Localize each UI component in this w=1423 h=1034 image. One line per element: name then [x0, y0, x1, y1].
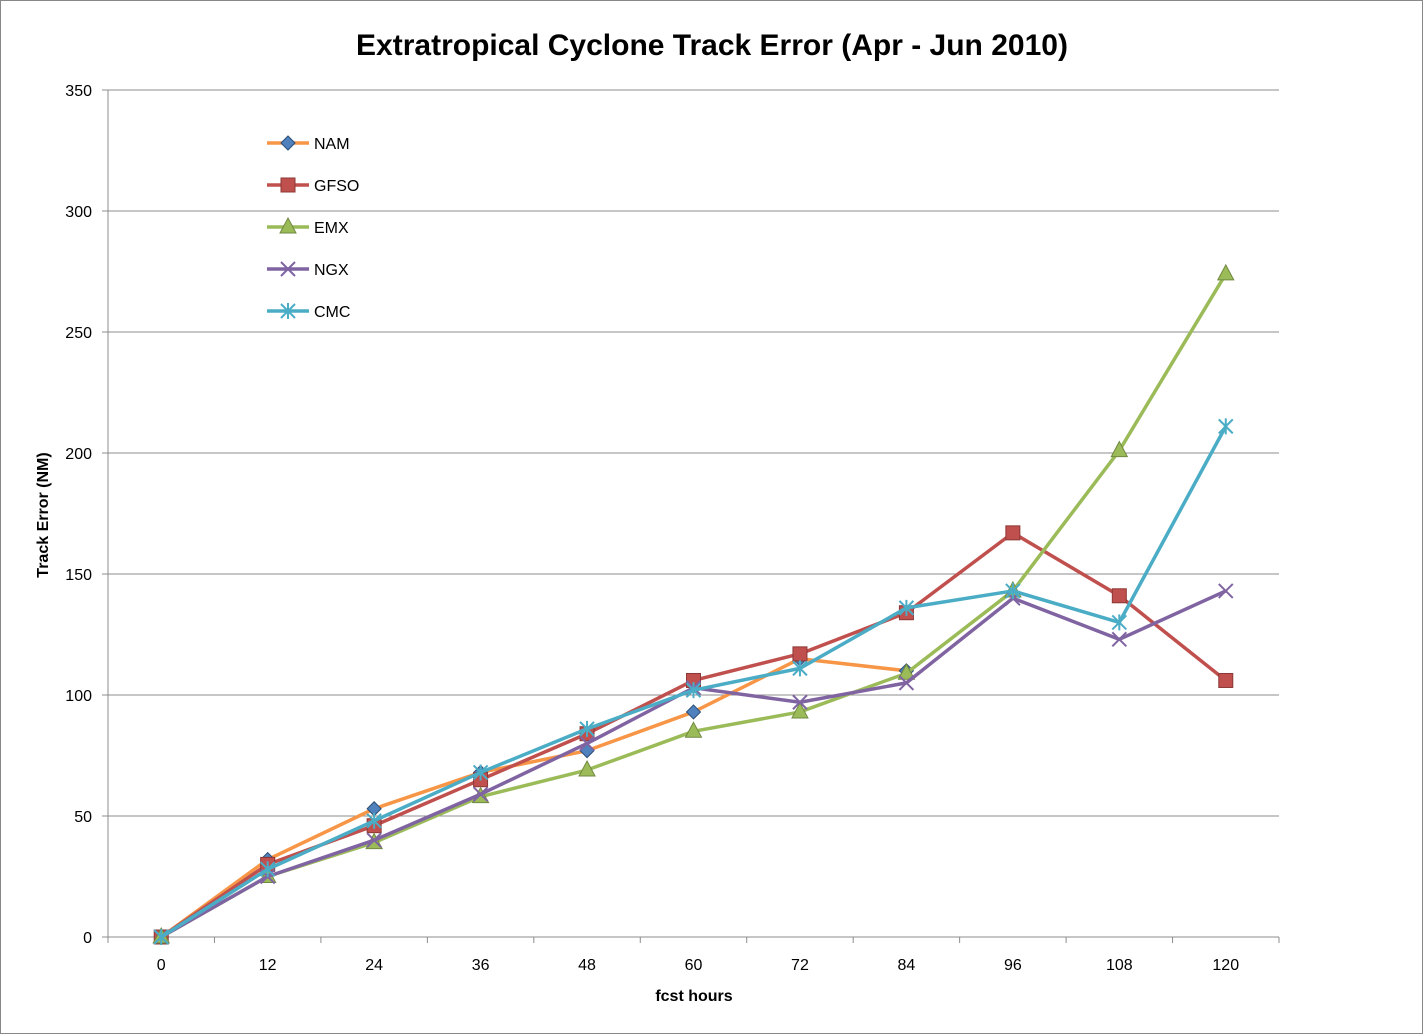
data-point-ngx [579, 735, 595, 752]
y-tick-label: 300 [65, 204, 92, 221]
data-point-cmc [366, 812, 382, 829]
x-tick-label: 120 [1212, 957, 1239, 974]
legend-marker [280, 261, 296, 277]
data-point-emx [684, 721, 703, 738]
legend-label: CMC [314, 304, 350, 321]
y-tick-label: 150 [65, 567, 92, 584]
x-tick-label: 96 [1004, 957, 1022, 974]
gridlines [102, 89, 1279, 938]
data-point-emx [791, 701, 809, 719]
data-point-cmc [153, 929, 169, 945]
y-tick-label: 100 [65, 688, 92, 705]
series-layer [152, 263, 1235, 945]
data-point-gfso [1111, 588, 1127, 604]
y-tick-label: 350 [65, 83, 92, 100]
legend-label: NAM [314, 136, 350, 153]
legend-item-ngx: NGX [267, 261, 349, 279]
y-tick-label: 0 [83, 930, 92, 947]
y-tick-labels: 0 50 100 150 200 250 300 350 [65, 83, 92, 947]
series-line-ngx [160, 589, 1227, 939]
data-point-cmc [472, 764, 489, 781]
y-axis-title: Track Error (NM) [35, 452, 52, 577]
legend-marker [280, 177, 296, 193]
x-tick-label: 84 [898, 957, 916, 974]
legend-label: NGX [314, 262, 349, 279]
data-point-gfso [1005, 525, 1021, 541]
x-axis-title: fcst hours [655, 988, 732, 1005]
y-tick-label: 50 [74, 809, 92, 826]
legend-label: GFSO [314, 178, 359, 195]
data-point-emx [1216, 263, 1235, 281]
x-tick-label: 24 [365, 957, 383, 974]
series-cmc [153, 418, 1234, 945]
data-point-cmc [579, 720, 595, 737]
data-point-ngx [366, 832, 382, 848]
series-nam [153, 650, 915, 945]
y-tick-label: 200 [65, 446, 92, 463]
data-point-cmc [259, 861, 276, 878]
data-point-emx [897, 663, 916, 680]
x-tick-label: 60 [685, 957, 703, 974]
data-point-ngx [472, 786, 489, 802]
series-ngx [153, 583, 1234, 945]
data-point-ngx [898, 675, 915, 691]
x-tick-labels: 0 12 24 36 48 60 72 84 96 108 120 [157, 957, 1239, 974]
data-point-ngx [1111, 631, 1128, 648]
series-line-nam [160, 656, 907, 939]
legend-marker [280, 135, 296, 151]
data-point-cmc [898, 599, 915, 616]
x-tick-label: 108 [1106, 957, 1133, 974]
legend-label: EMX [314, 220, 349, 237]
data-point-cmc [1111, 614, 1128, 631]
x-tick-label: 12 [259, 957, 277, 974]
axes [107, 90, 1280, 943]
legend-item-gfso: GFSO [267, 177, 359, 195]
x-tick-label: 0 [157, 957, 166, 974]
x-tick-label: 36 [472, 957, 490, 974]
data-point-emx [1110, 440, 1129, 458]
legend-marker [279, 216, 297, 234]
data-point-cmc [792, 660, 808, 677]
series-emx [152, 263, 1235, 944]
data-point-gfso [1218, 672, 1234, 688]
data-point-emx [578, 759, 596, 777]
legend-item-nam: NAM [267, 135, 350, 153]
legend-item-cmc: CMC [267, 303, 350, 321]
legend-marker [280, 303, 296, 319]
data-point-nam [685, 704, 702, 720]
x-tick-label: 72 [791, 957, 809, 974]
data-point-cmc [1218, 418, 1234, 435]
data-point-cmc [685, 682, 702, 699]
data-point-cmc [1005, 582, 1021, 599]
legend: NAM GFSO EMX NGX CMC [267, 135, 359, 321]
data-point-ngx [792, 694, 808, 710]
legend-item-emx: EMX [267, 216, 349, 237]
data-point-gfso [792, 646, 808, 662]
chart-title: Extratropical Cyclone Track Error (Apr -… [356, 29, 1068, 62]
x-tick-label: 48 [578, 957, 596, 974]
y-tick-label: 250 [65, 325, 92, 342]
data-point-ngx [1218, 583, 1234, 599]
